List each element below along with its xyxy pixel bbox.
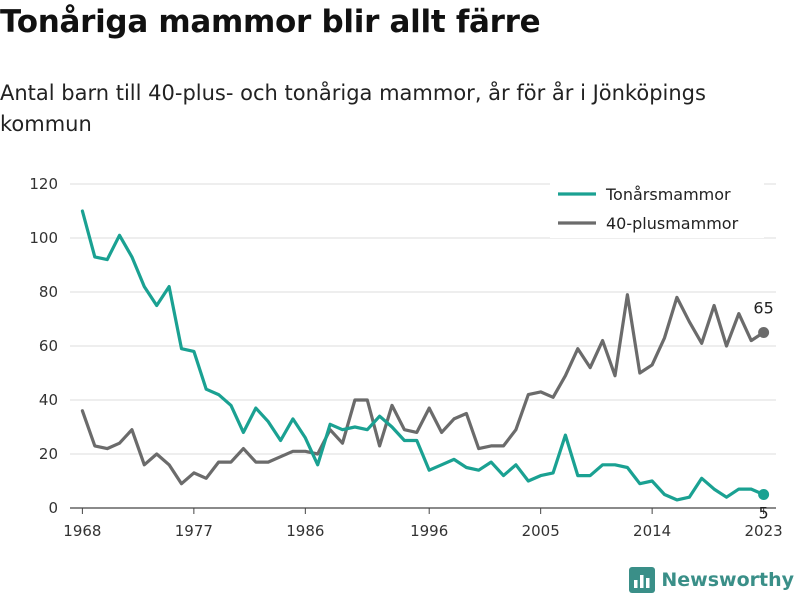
legend-label-40-plusmammor: 40-plusmammor [606,214,739,233]
end-value-label-40-plusmammor: 65 [753,299,773,318]
end-points: 5 65 [753,299,773,523]
y-tick-label: 0 [48,499,58,517]
y-axis-ticks: 0 20 40 60 80 100 120 [29,175,58,517]
legend: Tonårsmammor 40-plusmammor [550,178,764,238]
x-tick-label: 2023 [745,522,783,540]
x-tick-label: 1996 [410,522,448,540]
series-line-Tonårsmammor [80,209,766,502]
x-tick-label: 1968 [63,522,101,540]
x-tick-label: 1986 [286,522,324,540]
end-value-label-Tonårsmammor: 5 [759,504,769,523]
y-tick-label: 40 [39,391,58,409]
x-tick-label: 2005 [522,522,560,540]
newsworthy-logo-icon [629,567,656,593]
legend-background [550,178,764,238]
x-tick-label: 2014 [633,522,671,540]
series-line-40-plusmammor [80,293,766,486]
end-point-Tonårsmammor [758,489,770,500]
x-axis: 1968 1977 1986 1996 2005 2014 2023 [63,507,783,540]
y-tick-label: 100 [29,229,58,247]
chart-subtitle: Antal barn till 40-plus- och tonåriga ma… [0,81,706,136]
y-tick-label: 80 [39,283,58,301]
series-lines [80,209,766,502]
brand-name: Newsworthy [661,569,794,591]
brand-logo: Newsworthy [629,566,794,594]
legend-label-Tonårsmammor: Tonårsmammor [605,185,731,204]
y-tick-label: 120 [29,175,58,193]
y-tick-label: 60 [39,337,58,355]
x-tick-label: 1977 [175,522,213,540]
y-tick-label: 20 [39,445,58,463]
end-point-40-plusmammor [758,327,770,338]
chart-title: Tonåriga mammor blir allt färre [0,4,541,40]
